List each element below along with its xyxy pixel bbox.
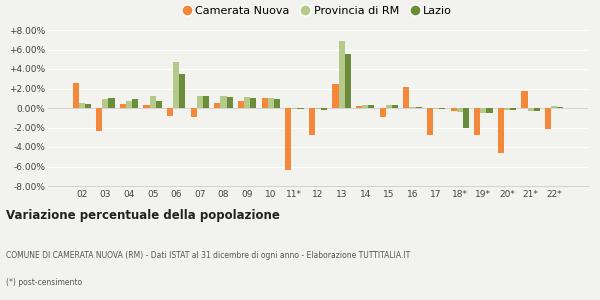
Bar <box>321 108 327 110</box>
Bar <box>149 96 156 108</box>
Bar <box>338 41 344 108</box>
Bar <box>510 108 516 110</box>
Bar <box>463 108 469 128</box>
Text: (*) post-censimento: (*) post-censimento <box>6 278 82 287</box>
Bar <box>480 108 487 113</box>
Bar <box>392 105 398 108</box>
Bar <box>533 108 540 111</box>
Bar <box>487 108 493 113</box>
Legend: Camerata Nuova, Provincia di RM, Lazio: Camerata Nuova, Provincia di RM, Lazio <box>179 1 457 20</box>
Bar <box>238 101 244 108</box>
Bar <box>73 82 79 108</box>
Text: COMUNE DI CAMERATA NUOVA (RM) - Dati ISTAT al 31 dicembre di ogni anno - Elabora: COMUNE DI CAMERATA NUOVA (RM) - Dati IST… <box>6 251 410 260</box>
Bar <box>457 108 463 112</box>
Bar <box>356 106 362 108</box>
Bar <box>557 107 563 108</box>
Text: Variazione percentuale della popolazione: Variazione percentuale della popolazione <box>6 209 280 222</box>
Bar <box>416 107 422 108</box>
Bar <box>203 96 209 108</box>
Bar <box>386 105 392 108</box>
Bar <box>96 108 103 131</box>
Bar <box>143 105 149 108</box>
Bar <box>126 101 132 108</box>
Bar <box>551 106 557 108</box>
Bar <box>214 103 220 108</box>
Bar <box>85 104 91 108</box>
Bar <box>79 103 85 108</box>
Bar <box>103 99 109 108</box>
Bar <box>368 105 374 108</box>
Bar <box>521 92 527 108</box>
Bar <box>504 108 510 110</box>
Bar <box>433 108 439 109</box>
Bar <box>109 98 115 108</box>
Bar <box>191 108 197 117</box>
Bar <box>427 108 433 135</box>
Bar <box>474 108 480 135</box>
Bar <box>309 108 315 135</box>
Bar <box>120 104 126 108</box>
Bar <box>451 108 457 111</box>
Bar <box>362 105 368 108</box>
Bar <box>380 108 386 117</box>
Bar <box>250 98 256 108</box>
Bar <box>285 108 292 170</box>
Bar <box>344 54 351 108</box>
Bar <box>156 101 162 108</box>
Bar <box>332 84 338 108</box>
Bar <box>268 98 274 108</box>
Bar <box>244 97 250 108</box>
Bar <box>274 99 280 108</box>
Bar <box>409 107 416 108</box>
Bar <box>545 108 551 129</box>
Bar <box>179 74 185 108</box>
Bar <box>403 86 409 108</box>
Bar <box>298 108 304 109</box>
Bar <box>132 99 138 108</box>
Bar <box>220 96 227 108</box>
Bar <box>315 108 321 109</box>
Bar <box>498 108 504 153</box>
Bar <box>227 97 233 108</box>
Bar <box>439 108 445 109</box>
Bar <box>167 108 173 116</box>
Bar <box>173 62 179 108</box>
Bar <box>527 108 533 111</box>
Bar <box>292 108 298 109</box>
Bar <box>197 96 203 108</box>
Bar <box>262 98 268 108</box>
